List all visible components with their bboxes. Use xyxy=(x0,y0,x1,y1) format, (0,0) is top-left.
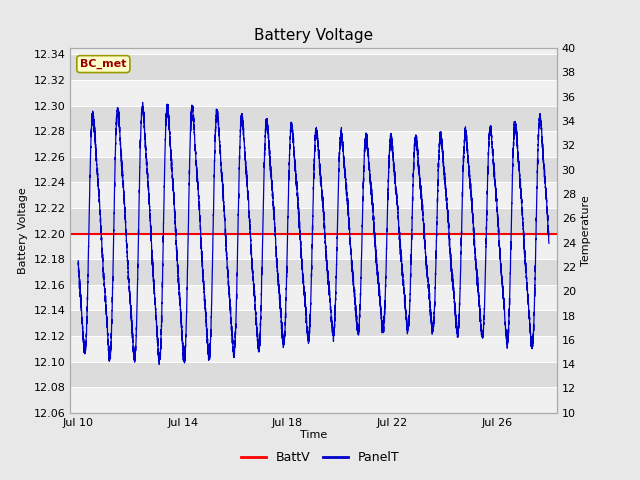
Bar xyxy=(70,54,557,80)
Bar xyxy=(70,80,557,106)
Y-axis label: Temperature: Temperature xyxy=(582,195,591,266)
Bar xyxy=(70,311,557,336)
Text: BC_met: BC_met xyxy=(80,59,127,69)
Y-axis label: Battery Voltage: Battery Voltage xyxy=(18,187,28,274)
Bar xyxy=(70,157,557,182)
Bar xyxy=(70,285,557,311)
X-axis label: Time: Time xyxy=(300,431,327,441)
Title: Battery Voltage: Battery Voltage xyxy=(254,28,373,43)
Bar xyxy=(70,361,557,387)
Bar xyxy=(70,234,557,259)
Bar xyxy=(70,208,557,234)
Bar xyxy=(70,131,557,157)
Bar xyxy=(70,106,557,131)
Bar xyxy=(70,387,557,413)
Legend: BattV, PanelT: BattV, PanelT xyxy=(236,446,404,469)
Bar xyxy=(70,259,557,285)
Bar xyxy=(70,182,557,208)
Bar xyxy=(70,336,557,361)
